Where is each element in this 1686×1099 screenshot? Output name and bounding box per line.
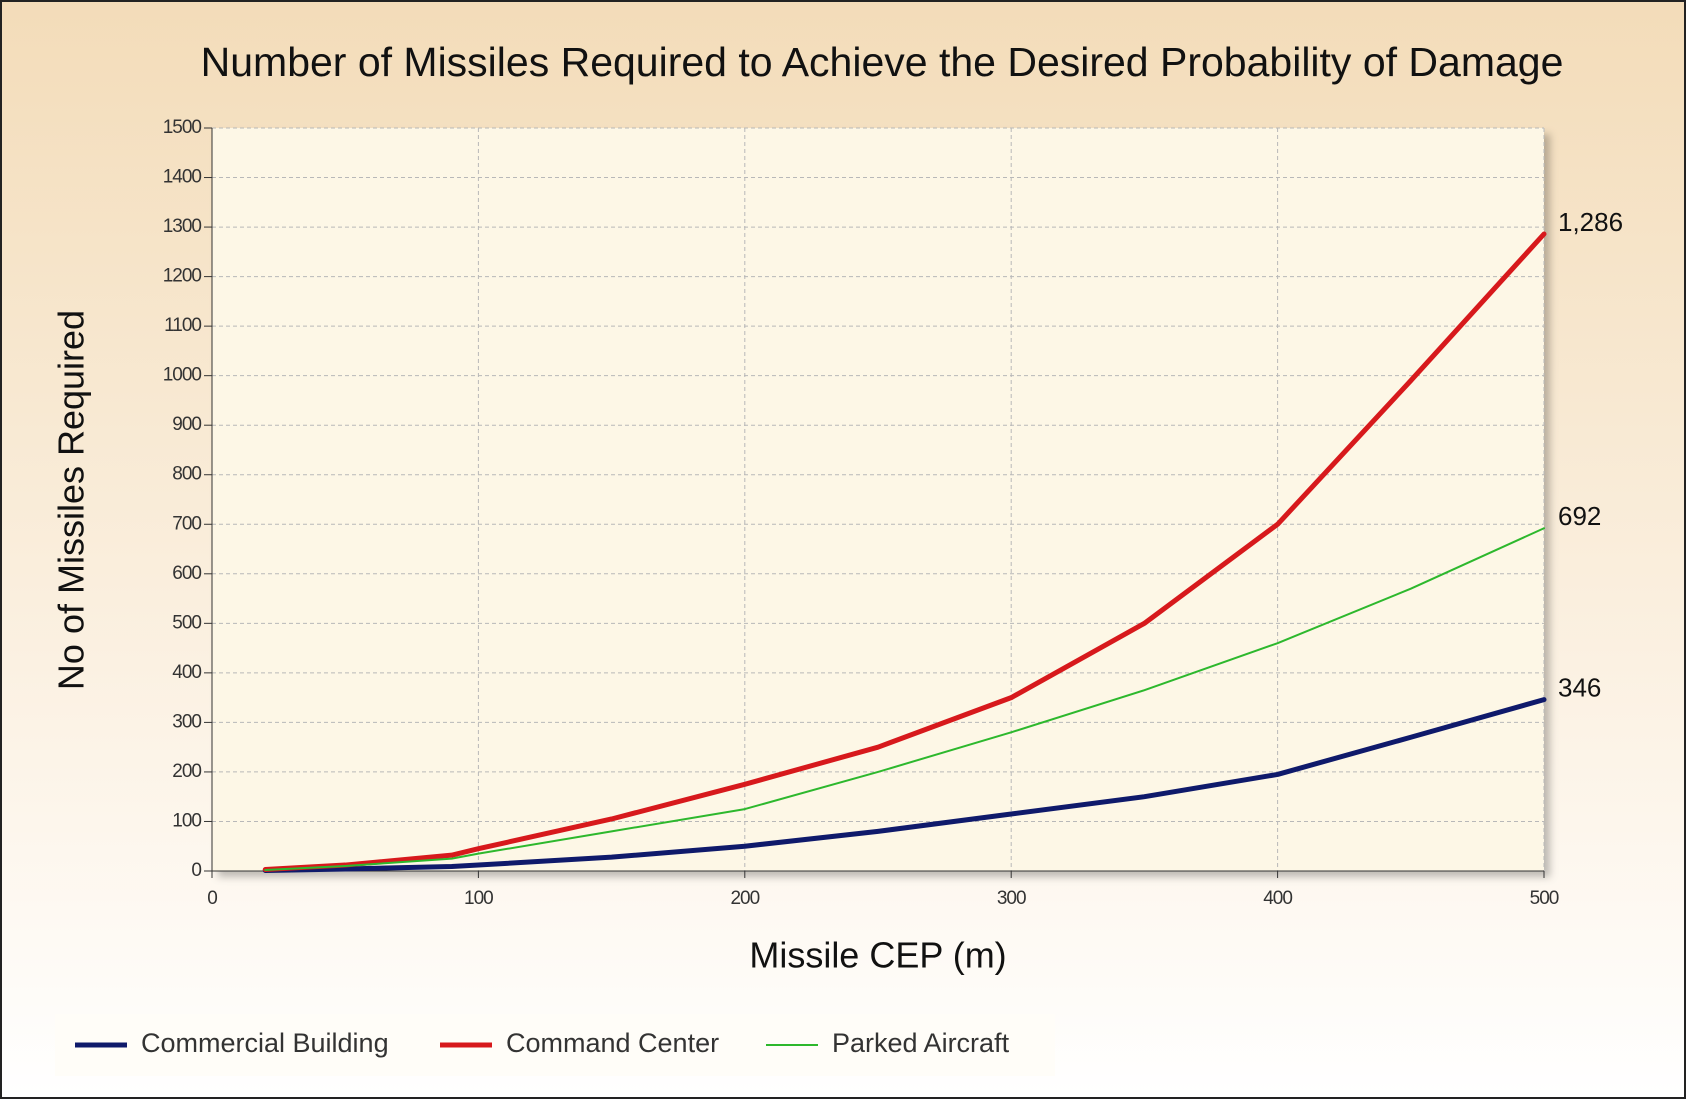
y-tick-label: 1300 <box>163 216 202 237</box>
x-tick-label: 400 <box>1263 888 1292 909</box>
y-tick-label: 0 <box>191 860 201 881</box>
plot-area <box>212 128 1544 871</box>
y-tick-label: 1100 <box>164 315 201 336</box>
x-axis-label: Missile CEP (m) <box>749 935 1006 976</box>
x-tick-label: 500 <box>1530 888 1559 909</box>
x-tick-label: 200 <box>730 888 759 909</box>
y-tick-label: 900 <box>172 414 201 435</box>
y-tick-label: 500 <box>172 612 201 633</box>
y-tick-label: 600 <box>172 563 201 584</box>
series-line <box>264 527 1545 872</box>
y-tick-label: 1000 <box>163 365 202 386</box>
y-tick-label: 700 <box>172 513 201 534</box>
legend-label: Commercial Building <box>141 1028 389 1058</box>
x-tick-label: 300 <box>997 888 1026 909</box>
y-tick-label: 400 <box>172 662 201 683</box>
value-label: 692 <box>1558 501 1601 531</box>
legend-label: Command Center <box>506 1028 719 1058</box>
chart-title: Number of Missiles Required to Achieve t… <box>201 39 1564 85</box>
legend <box>55 1014 1055 1076</box>
y-tick-label: 100 <box>172 810 201 831</box>
value-label: 1,286 <box>1558 207 1623 237</box>
x-tick-label: 0 <box>207 888 217 909</box>
y-tick-label: 200 <box>172 761 201 782</box>
y-tick-label: 1200 <box>163 266 202 287</box>
series-line <box>262 697 1547 874</box>
value-label: 346 <box>1558 672 1601 702</box>
y-tick-label: 800 <box>172 464 201 485</box>
legend-label: Parked Aircraft <box>832 1028 1010 1058</box>
y-axis-label: No of Missiles Required <box>51 310 92 690</box>
x-tick-label: 100 <box>464 888 493 909</box>
y-tick-label: 300 <box>172 711 201 732</box>
series-line <box>262 231 1547 873</box>
y-tick-label: 1500 <box>163 117 202 138</box>
y-tick-label: 1400 <box>163 167 202 188</box>
